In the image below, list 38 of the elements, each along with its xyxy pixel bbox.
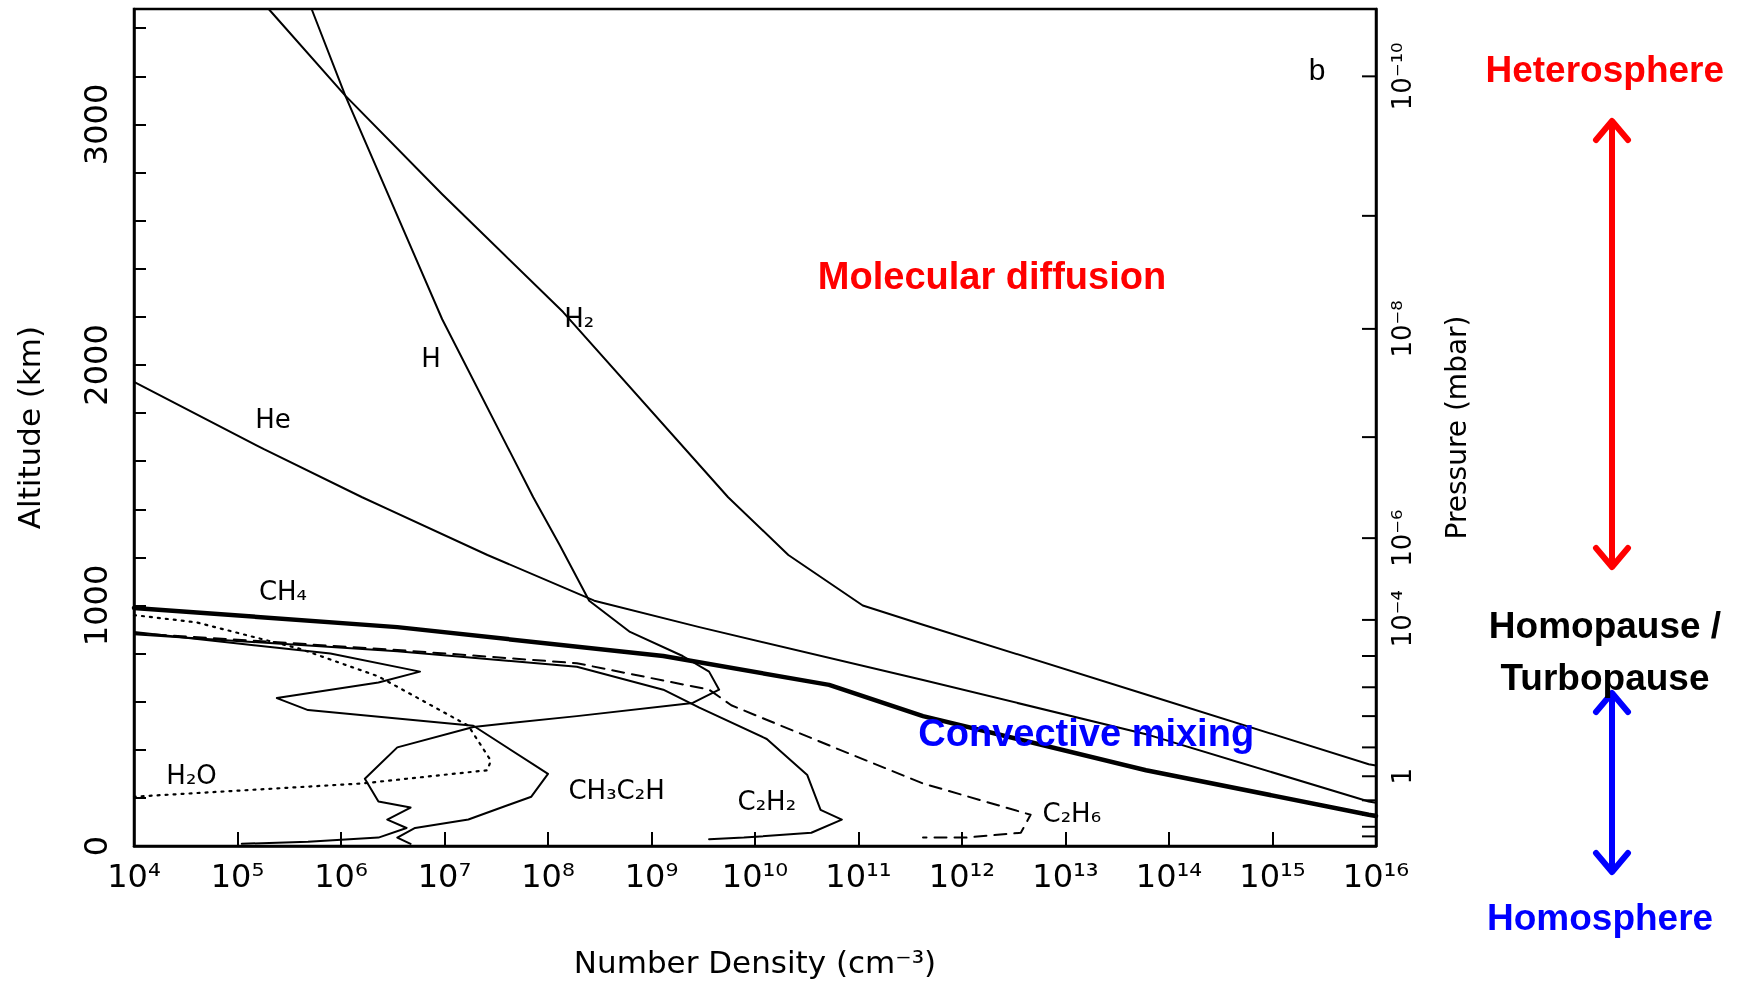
series-label: H (421, 343, 441, 374)
text: Homopause / Turbopause (1487, 604, 1723, 700)
series-label: He (255, 403, 291, 434)
x-tick-label: 10⁹ (624, 857, 679, 895)
y2-axis-title: Pressure (mbar) (1439, 315, 1473, 540)
y-tick-label: 1000 (77, 564, 115, 647)
x-tick-label: 10¹⁶ (1342, 857, 1410, 895)
annotation: b (1308, 52, 1326, 86)
text: 1 (1387, 767, 1417, 785)
series-label: C₂H₆ (1042, 797, 1102, 828)
y-tick-label: 3000 (77, 83, 115, 166)
text: 10⁻⁸ (1387, 300, 1417, 358)
y-tick-label: 2000 (77, 324, 115, 406)
series-label: C₂H₂ (737, 786, 797, 817)
x-axis-title: Number Density (cm⁻³) (573, 943, 937, 980)
x-tick-label: 10¹⁵ (1239, 857, 1306, 895)
series-label: H₂ (564, 303, 595, 334)
y-axis-title: Altitude (km) (10, 325, 47, 530)
x-tick-label: 10⁷ (417, 857, 472, 895)
text: 10⁻⁶ (1387, 509, 1417, 567)
x-tick-label: 10¹⁴ (1135, 857, 1203, 895)
x-tick-label: 10¹¹ (825, 857, 892, 895)
annotation: Molecular diffusion (817, 254, 1167, 297)
x-tick-label: 10¹³ (1032, 857, 1099, 895)
y-tick-label: 0 (77, 835, 115, 857)
x-tick-label: 10⁸ (521, 857, 575, 895)
x-tick-label: 10⁴ (107, 857, 161, 895)
series-label: H₂O (166, 759, 217, 790)
text: Homosphere (1487, 896, 1714, 940)
text: 10⁻¹⁰ (1387, 42, 1417, 111)
text: 10⁻⁴ (1387, 590, 1417, 648)
x-tick-label: 10¹² (928, 857, 996, 895)
x-tick-label: 10⁵ (210, 857, 265, 895)
series-label: CH₃C₂H (568, 775, 665, 806)
x-tick-label: 10¹⁰ (721, 857, 789, 895)
series-label: CH₄ (258, 576, 308, 607)
text: Heterosphere (1485, 48, 1725, 92)
x-tick-label: 10⁶ (314, 857, 368, 895)
